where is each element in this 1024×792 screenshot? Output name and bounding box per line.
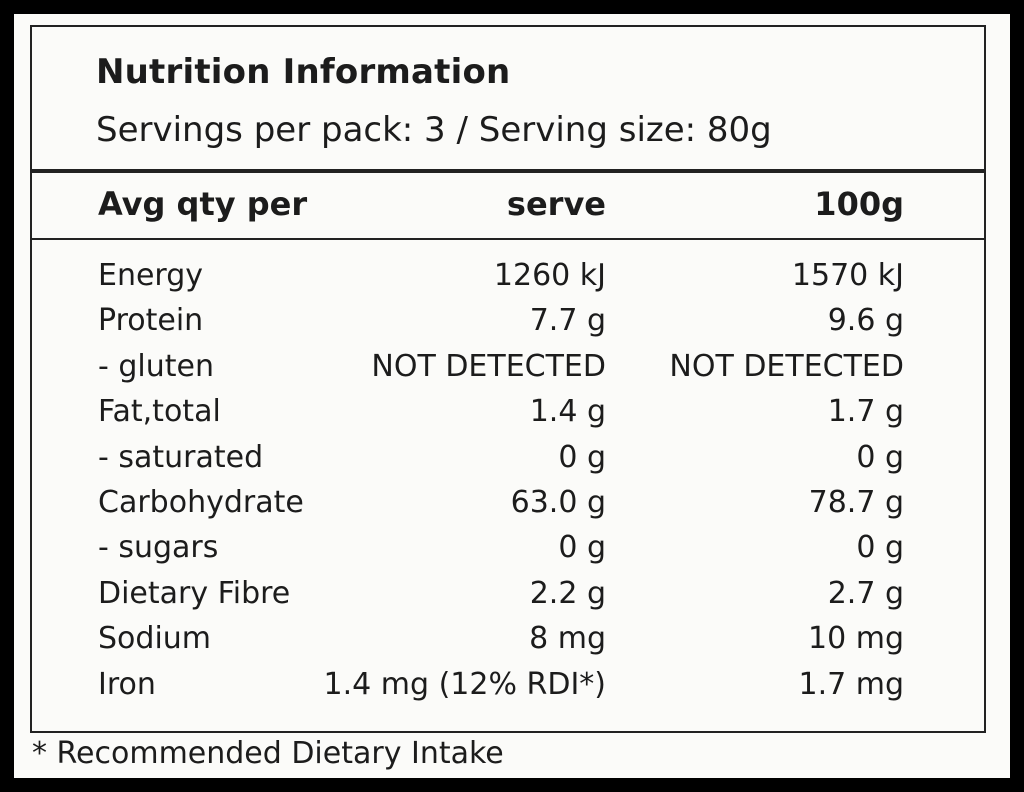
per-serve-value: 0 g bbox=[558, 439, 606, 475]
nutrient-row: Iron 1.4 mg (12% RDI*) 1.7 mg bbox=[14, 667, 1010, 713]
per-serve-value: 1.4 g bbox=[529, 394, 606, 430]
per-serve-value: 1260 kJ bbox=[493, 258, 606, 293]
nutrient-row: Protein 7.7 g 9.6 g bbox=[14, 303, 1010, 349]
nutrition-panel bbox=[30, 25, 986, 733]
panel-title: Nutrition Information bbox=[96, 52, 511, 92]
header-100g: 100g bbox=[814, 185, 904, 223]
per-100g-value: 2.7 g bbox=[827, 575, 904, 611]
nutrient-name: Carbohydrate bbox=[98, 485, 304, 520]
footnote: * Recommended Dietary Intake bbox=[32, 736, 504, 771]
per-serve-value: 0 g bbox=[558, 530, 606, 566]
nutrient-name: - gluten bbox=[98, 348, 214, 384]
nutrient-row: - sugars 0 g 0 g bbox=[14, 530, 1010, 576]
servings-info: Servings per pack: 3 / Serving size: 80g bbox=[96, 110, 772, 150]
per-100g-value: 78.7 g bbox=[808, 485, 904, 520]
per-100g-value: NOT DETECTED bbox=[669, 348, 904, 384]
nutrient-name: Iron bbox=[98, 666, 156, 702]
nutrient-row: Fat,total 1.4 g 1.7 g bbox=[14, 394, 1010, 440]
per-100g-value: 1570 kJ bbox=[791, 258, 904, 293]
header-top-rule bbox=[30, 169, 986, 173]
nutrient-name: Dietary Fibre bbox=[98, 575, 291, 611]
nutrient-name: - saturated bbox=[98, 439, 264, 475]
nutrient-name: Energy bbox=[98, 258, 204, 293]
per-100g-value: 10 mg bbox=[808, 621, 904, 657]
nutrient-name: Fat,total bbox=[98, 394, 221, 430]
header-bottom-rule bbox=[30, 238, 986, 240]
nutrient-row: - saturated 0 g 0 g bbox=[14, 440, 1010, 486]
nutrient-row: Carbohydrate 63.0 g 78.7 g bbox=[14, 485, 1010, 531]
per-serve-value: 63.0 g bbox=[510, 485, 606, 520]
per-serve-value: 8 mg bbox=[529, 621, 606, 657]
per-serve-value: 2.2 g bbox=[529, 575, 606, 611]
nutrient-name: - sugars bbox=[98, 530, 219, 566]
header-label: Avg qty per bbox=[98, 185, 308, 223]
nutrient-row: Energy 1260 kJ 1570 kJ bbox=[14, 258, 1010, 304]
per-serve-value: 7.7 g bbox=[529, 303, 606, 339]
header-serve: serve bbox=[506, 185, 606, 223]
per-100g-value: 0 g bbox=[856, 439, 904, 475]
per-100g-value: 1.7 g bbox=[827, 394, 904, 430]
per-100g-value: 0 g bbox=[856, 530, 904, 566]
nutrient-row: Sodium 8 mg 10 mg bbox=[14, 621, 1010, 667]
per-serve-value: NOT DETECTED bbox=[371, 348, 606, 384]
per-serve-value: 1.4 mg (12% RDI*) bbox=[323, 666, 606, 702]
label-frame: Nutrition Information Servings per pack:… bbox=[14, 14, 1010, 778]
per-100g-value: 9.6 g bbox=[827, 303, 904, 339]
nutrient-row: - gluten NOT DETECTED NOT DETECTED bbox=[14, 349, 1010, 395]
nutrient-name: Protein bbox=[98, 303, 204, 339]
nutrient-row: Dietary Fibre 2.2 g 2.7 g bbox=[14, 576, 1010, 622]
nutrient-name: Sodium bbox=[98, 621, 212, 657]
per-100g-value: 1.7 mg bbox=[798, 666, 904, 702]
